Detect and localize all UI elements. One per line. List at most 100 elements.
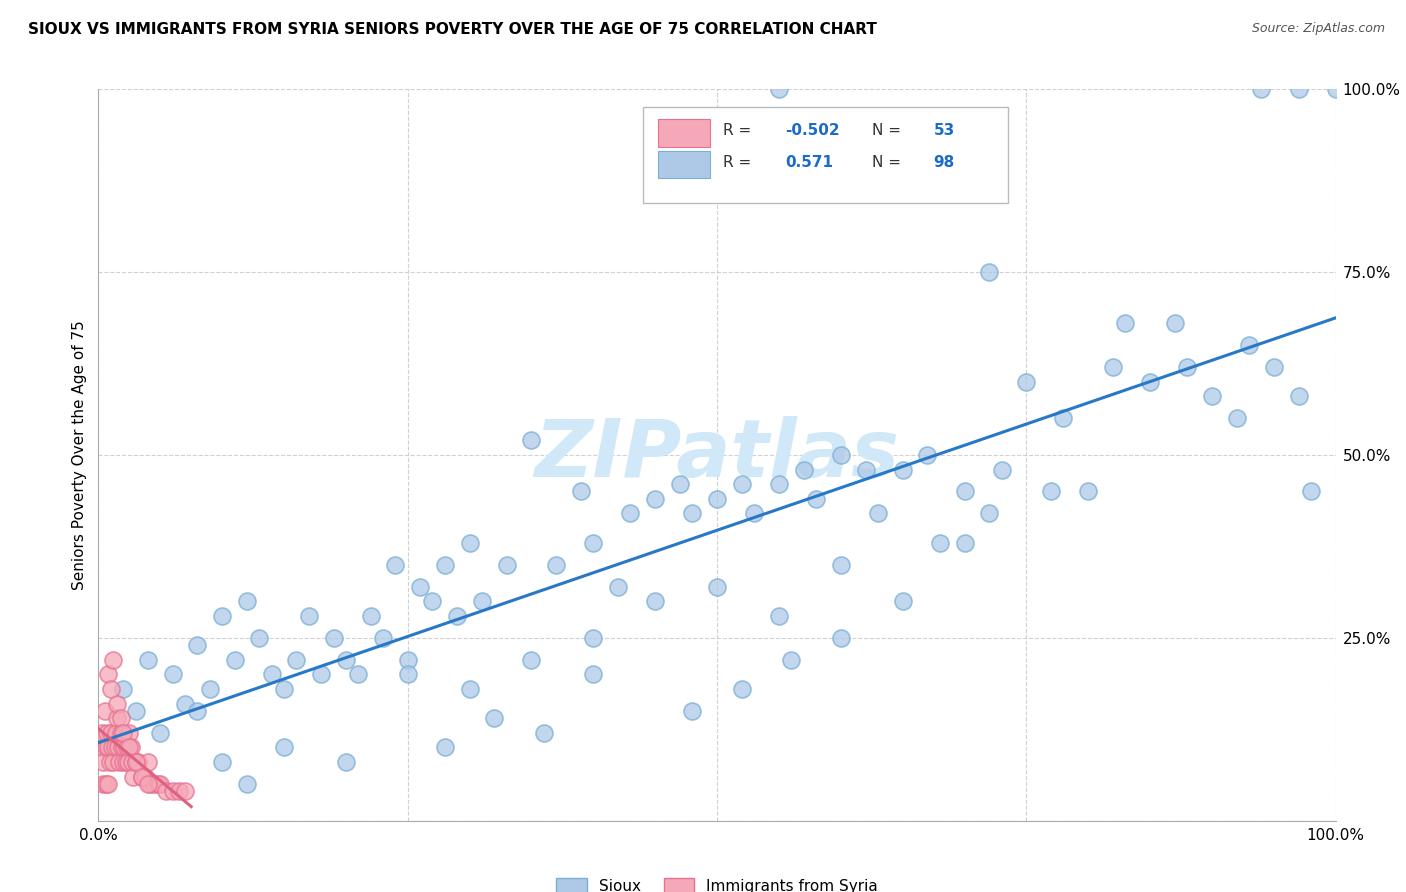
Point (136, 653, 159, 667)
Point (121, 755, 143, 769)
Point (186, 638, 208, 652)
Point (830, 631, 852, 645)
Point (224, 653, 246, 667)
Point (285, 653, 308, 667)
Point (1139, 375, 1161, 389)
Point (855, 462, 877, 476)
Point (174, 784, 197, 798)
Text: N =: N = (872, 155, 905, 169)
Point (105, 697, 128, 711)
Bar (658, 151, 710, 178)
Point (484, 711, 506, 725)
Point (134, 770, 156, 784)
Point (780, 653, 803, 667)
Point (546, 558, 568, 572)
Point (1201, 389, 1223, 403)
Point (211, 755, 233, 769)
Point (309, 667, 332, 681)
Point (124, 755, 146, 769)
Point (136, 755, 159, 769)
Legend: Sioux, Immigrants from Syria: Sioux, Immigrants from Syria (550, 872, 884, 892)
Point (273, 681, 295, 696)
Point (120, 740, 142, 755)
Point (90, 740, 112, 755)
Point (105, 711, 128, 725)
Point (97, 667, 120, 681)
Point (273, 740, 295, 755)
Point (1299, 484, 1322, 499)
Point (149, 726, 172, 740)
Point (533, 726, 555, 740)
Point (582, 667, 605, 681)
Point (582, 631, 605, 645)
Text: N =: N = (872, 123, 905, 138)
Point (139, 777, 162, 791)
Point (97, 777, 120, 791)
Point (1077, 484, 1099, 499)
Point (607, 580, 630, 594)
Point (644, 594, 666, 608)
Point (103, 740, 125, 755)
Point (97, 740, 120, 755)
Point (1237, 338, 1260, 352)
Point (136, 777, 159, 791)
Point (830, 448, 852, 462)
Point (94, 777, 117, 791)
Point (131, 770, 153, 784)
Y-axis label: Seniors Poverty Over the Age of 75: Seniors Poverty Over the Age of 75 (72, 320, 87, 590)
Point (681, 704, 703, 718)
Point (124, 704, 146, 718)
Point (236, 594, 259, 608)
Point (979, 507, 1001, 521)
Point (347, 667, 370, 681)
Point (198, 681, 221, 696)
Point (804, 491, 827, 506)
Point (143, 777, 166, 791)
Text: 98: 98 (934, 155, 955, 169)
Point (1175, 360, 1198, 375)
Point (93, 777, 115, 791)
Point (928, 535, 950, 549)
Text: R =: R = (723, 123, 756, 138)
Point (98, 755, 121, 769)
Point (110, 726, 132, 740)
Point (100, 681, 122, 696)
Text: SIOUX VS IMMIGRANTS FROM SYRIA SENIORS POVERTY OVER THE AGE OF 75 CORRELATION CH: SIOUX VS IMMIGRANTS FROM SYRIA SENIORS P… (28, 22, 877, 37)
Text: Source: ZipAtlas.com: Source: ZipAtlas.com (1251, 22, 1385, 36)
Point (1102, 360, 1125, 375)
Point (409, 580, 432, 594)
Point (458, 681, 481, 696)
Point (94, 740, 117, 755)
Bar (658, 120, 710, 147)
Point (247, 631, 270, 645)
Point (471, 594, 494, 608)
Point (260, 667, 283, 681)
Point (953, 484, 976, 499)
Point (891, 594, 914, 608)
Point (793, 462, 815, 476)
Point (706, 491, 728, 506)
Point (371, 631, 394, 645)
Point (396, 653, 419, 667)
Text: R =: R = (723, 155, 756, 169)
Point (569, 484, 592, 499)
Point (433, 740, 456, 755)
Point (1114, 316, 1136, 330)
Point (112, 740, 135, 755)
Point (384, 558, 406, 572)
Point (322, 631, 344, 645)
Point (1040, 484, 1063, 499)
Point (155, 784, 177, 798)
Point (742, 507, 765, 521)
Point (731, 681, 754, 696)
Point (433, 558, 456, 572)
Point (1263, 360, 1285, 375)
Point (167, 784, 190, 798)
Point (122, 770, 145, 784)
Point (103, 653, 125, 667)
Point (458, 535, 481, 549)
Point (446, 608, 468, 623)
Point (112, 755, 135, 769)
Point (111, 740, 134, 755)
Point (681, 507, 703, 521)
